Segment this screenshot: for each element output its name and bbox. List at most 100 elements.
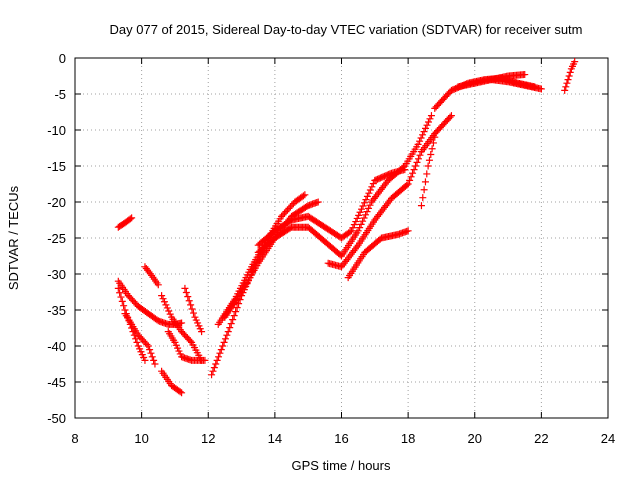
data-point-marker <box>362 211 370 219</box>
data-point-marker <box>201 356 209 364</box>
data-point-marker <box>359 202 367 210</box>
series-track-e <box>141 263 162 289</box>
series-track-n <box>254 112 435 260</box>
data-point-marker <box>423 170 431 178</box>
y-tick-label: -15 <box>47 159 66 174</box>
data-point-marker <box>414 155 422 163</box>
data-point-marker <box>366 186 374 194</box>
data-point-marker <box>184 293 192 301</box>
series-track-m <box>254 166 409 249</box>
data-point-marker <box>414 140 422 148</box>
data-point-marker <box>360 214 368 222</box>
data-point-marker <box>428 145 436 153</box>
x-tick-label: 22 <box>534 431 548 446</box>
y-tick-label: 0 <box>59 51 66 66</box>
data-point-marker <box>154 281 162 289</box>
data-point-marker <box>420 186 428 194</box>
y-tick-label: -35 <box>47 303 66 318</box>
data-point-marker <box>426 115 434 123</box>
data-point-marker <box>352 218 360 226</box>
data-point-marker <box>419 194 427 202</box>
data-point-marker <box>233 304 241 312</box>
series-track-d <box>121 310 159 368</box>
data-point-marker <box>565 72 573 80</box>
data-point-marker <box>346 228 354 236</box>
data-point-marker <box>118 297 126 305</box>
x-tick-label: 20 <box>468 431 482 446</box>
data-point-marker <box>217 346 225 354</box>
data-point-marker <box>399 163 407 171</box>
series-track-q <box>417 133 439 210</box>
data-point-marker <box>158 292 166 300</box>
data-point-marker <box>421 178 429 186</box>
data-point-marker <box>279 211 287 219</box>
data-point-marker <box>151 360 159 368</box>
data-point-marker <box>286 203 294 211</box>
series-track-u <box>561 58 579 94</box>
data-point-marker <box>189 309 197 317</box>
data-point-marker <box>181 284 189 292</box>
data-point-marker <box>368 183 376 191</box>
series-track-i <box>181 284 206 336</box>
data-point-marker <box>120 302 128 310</box>
data-point-marker <box>571 58 579 66</box>
data-point-marker <box>410 166 418 174</box>
series-track-g <box>164 328 209 364</box>
data-point-marker <box>425 156 433 164</box>
data-point-marker <box>221 335 229 343</box>
series-track-f <box>158 292 206 364</box>
data-point-marker <box>223 331 231 339</box>
data-point-marker <box>220 338 228 346</box>
data-point-marker <box>359 217 367 225</box>
data-point-marker <box>188 305 196 313</box>
x-axis-label: GPS time / hours <box>292 458 391 473</box>
data-point-marker <box>347 227 355 235</box>
data-point-marker <box>178 389 186 397</box>
data-point-marker <box>360 199 368 207</box>
series-track-t <box>487 76 545 93</box>
data-point-marker <box>283 206 291 214</box>
y-tick-label: -25 <box>47 231 66 246</box>
data-point-marker <box>355 211 363 219</box>
data-point-marker <box>419 131 427 139</box>
data-point-marker <box>349 224 357 232</box>
data-point-marker <box>446 113 454 121</box>
data-point-marker <box>420 128 428 136</box>
data-point-marker <box>404 227 412 235</box>
data-point-marker <box>354 227 362 235</box>
data-point-marker <box>566 68 574 76</box>
data-point-marker <box>230 312 238 320</box>
y-tick-label: -40 <box>47 339 66 354</box>
y-tick-label: -30 <box>47 267 66 282</box>
x-tick-label: 24 <box>601 431 615 446</box>
data-point-marker <box>186 337 194 345</box>
y-axis-label: SDTVAR / TECUs <box>6 185 21 290</box>
data-point-marker <box>424 118 432 126</box>
data-point-marker <box>366 201 374 209</box>
series-track-a <box>114 214 136 231</box>
data-point-marker <box>285 204 293 212</box>
y-tick-label: -45 <box>47 375 66 390</box>
data-series <box>114 58 579 397</box>
data-point-marker <box>219 342 227 350</box>
data-point-marker <box>427 150 435 158</box>
data-point-marker <box>162 301 170 309</box>
data-point-marker <box>128 214 136 222</box>
data-point-marker <box>213 356 221 364</box>
series-track-b <box>114 277 186 328</box>
data-point-marker <box>416 137 424 145</box>
data-point-marker <box>407 173 415 181</box>
series-track-h <box>158 367 186 397</box>
data-point-marker <box>166 310 174 318</box>
data-point-marker <box>350 221 358 229</box>
x-tick-label: 16 <box>334 431 348 446</box>
data-point-marker <box>521 71 529 79</box>
data-point-marker <box>114 284 122 292</box>
data-point-marker <box>198 328 206 336</box>
data-point-marker <box>424 162 432 170</box>
data-point-marker <box>117 293 125 301</box>
data-point-marker <box>215 353 223 361</box>
data-point-marker <box>210 364 218 372</box>
data-point-marker <box>126 215 134 223</box>
